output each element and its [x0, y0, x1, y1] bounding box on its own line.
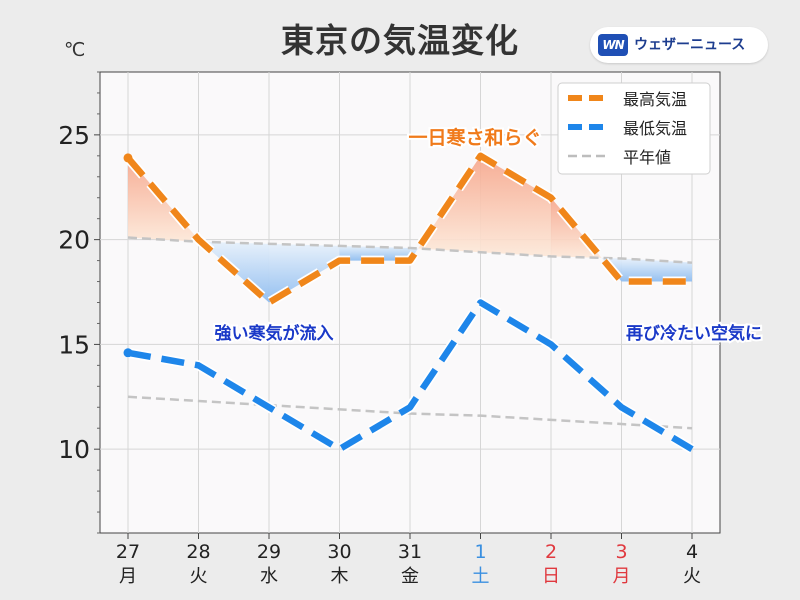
y-tick-label-20: 20	[58, 226, 90, 255]
legend-high-label: 最高気温	[623, 90, 687, 109]
x-tick-weekday-28: 火	[190, 566, 208, 587]
legend: 最高気温 最低気温 平年値	[557, 82, 711, 175]
series-normal-high-line	[127, 236, 693, 264]
x-tick-weekday-2: 日	[542, 566, 560, 587]
x-tick-weekday-3: 月	[613, 566, 631, 587]
weathernews-logo-text: ウェザーニュース	[634, 37, 746, 53]
annotation-warm: 一日寒さ和らぐ	[408, 126, 541, 149]
x-tick-day-27: 27	[116, 541, 140, 563]
y-unit-label: ℃	[64, 39, 85, 61]
y-tick-label-25: 25	[58, 121, 90, 150]
cold-anomaly-fill	[621, 258, 692, 282]
y-tick-label-10: 10	[58, 435, 90, 464]
x-tick-weekday-31: 金	[401, 566, 419, 587]
x-tick-weekday-30: 木	[331, 566, 349, 587]
x-tick-day-28: 28	[186, 541, 210, 563]
weathernews-logo: WN ウェザーニュース	[590, 27, 768, 63]
series-normal-low-line	[127, 395, 693, 430]
axes: 10 15 20 25 27 月 28 火 29 水 30 木 31 金 1 土 2 日 3 月 4 火	[58, 71, 701, 587]
series-lines	[123, 150, 695, 455]
legend-low-label: 最低気温	[623, 119, 687, 138]
x-tick-day-29: 29	[257, 541, 281, 563]
x-tick-weekday-27: 月	[119, 566, 137, 587]
legend-box	[557, 82, 711, 175]
annotation-cold-inflow: 強い寒気が流入	[215, 323, 334, 344]
x-tick-day-3: 3	[615, 541, 627, 563]
series-high-point-27	[123, 153, 133, 163]
cold-anomaly-fill	[339, 245, 410, 261]
x-tick-weekday-1: 土	[472, 566, 490, 587]
chart-title: 東京の気温変化	[281, 21, 519, 60]
x-tick-day-2: 2	[545, 541, 557, 563]
warm-anomaly-fill	[480, 155, 551, 257]
x-tick-weekday-4: 火	[683, 566, 701, 587]
x-tick-day-30: 30	[327, 541, 351, 563]
x-tick-day-4: 4	[686, 541, 698, 563]
series-low-point-27	[123, 348, 133, 358]
normal-lines	[127, 236, 693, 430]
x-tick-weekday-29: 水	[260, 566, 278, 587]
legend-normal-label: 平年値	[623, 148, 671, 167]
weathernews-logo-mark: WN	[598, 34, 628, 56]
annotation-cold-again: 再び冷たい空気に	[626, 323, 762, 344]
x-tick-day-1: 1	[474, 541, 486, 563]
y-tick-label-15: 15	[58, 330, 90, 359]
x-tick-day-31: 31	[398, 541, 422, 563]
